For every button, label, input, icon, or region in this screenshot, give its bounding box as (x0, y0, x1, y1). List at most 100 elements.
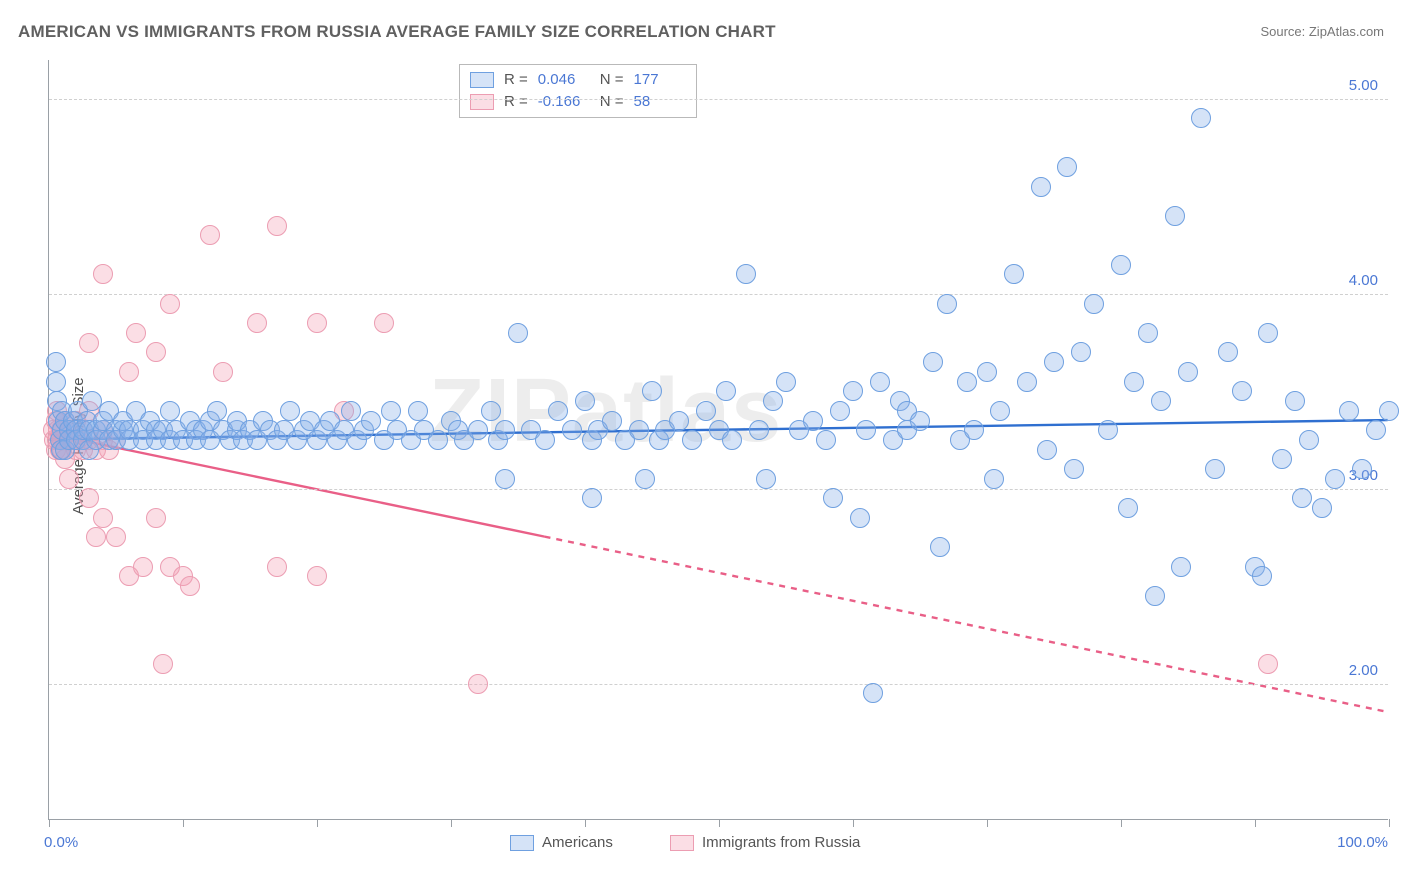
scatter-point-americans (1232, 381, 1252, 401)
scatter-point-russia (146, 342, 166, 362)
scatter-point-americans (408, 401, 428, 421)
scatter-point-americans (1071, 342, 1091, 362)
n-label: N = (600, 91, 624, 113)
scatter-point-americans (1191, 108, 1211, 128)
scatter-point-americans (863, 683, 883, 703)
scatter-point-russia (180, 576, 200, 596)
scatter-point-russia (119, 362, 139, 382)
scatter-point-americans (669, 411, 689, 431)
scatter-point-russia (307, 566, 327, 586)
swatch-americans (510, 835, 534, 851)
scatter-point-americans (548, 401, 568, 421)
scatter-point-americans (1272, 449, 1292, 469)
scatter-point-americans (1379, 401, 1399, 421)
r-value-russia: -0.166 (538, 91, 590, 113)
scatter-point-americans (1044, 352, 1064, 372)
scatter-point-americans (1064, 459, 1084, 479)
scatter-point-americans (722, 430, 742, 450)
scatter-point-russia (307, 313, 327, 333)
scatter-point-americans (964, 420, 984, 440)
scatter-point-russia (86, 527, 106, 547)
scatter-point-americans (535, 430, 555, 450)
scatter-point-americans (816, 430, 836, 450)
x-tick (1255, 819, 1256, 827)
scatter-point-americans (1084, 294, 1104, 314)
stats-legend: R =0.046N =177R =-0.166N =58 (459, 64, 697, 118)
n-value-americans: 177 (634, 69, 686, 91)
n-label: N = (600, 69, 624, 91)
scatter-point-russia (126, 323, 146, 343)
scatter-point-americans (361, 411, 381, 431)
scatter-point-americans (207, 401, 227, 421)
scatter-point-americans (803, 411, 823, 431)
scatter-point-americans (763, 391, 783, 411)
swatch-americans-icon (470, 72, 494, 88)
scatter-point-americans (1285, 391, 1305, 411)
scatter-point-americans (1165, 206, 1185, 226)
r-label: R = (504, 91, 528, 113)
scatter-point-americans (46, 352, 66, 372)
stats-legend-row-russia: R = -0.166 N = 58 (470, 91, 686, 113)
chart-title: AMERICAN VS IMMIGRANTS FROM RUSSIA AVERA… (18, 22, 776, 42)
x-tick (183, 819, 184, 827)
scatter-point-americans (468, 420, 488, 440)
scatter-point-russia (93, 508, 113, 528)
y-gridline (49, 294, 1388, 295)
scatter-point-americans (1218, 342, 1238, 362)
scatter-point-americans (682, 430, 702, 450)
scatter-point-russia (59, 469, 79, 489)
scatter-point-americans (984, 469, 1004, 489)
scatter-point-russia (374, 313, 394, 333)
y-gridline (49, 684, 1388, 685)
scatter-point-americans (856, 420, 876, 440)
scatter-point-americans (1171, 557, 1191, 577)
scatter-point-russia (93, 264, 113, 284)
scatter-point-americans (575, 391, 595, 411)
scatter-point-russia (267, 557, 287, 577)
x-tick (987, 819, 988, 827)
scatter-point-americans (1299, 430, 1319, 450)
scatter-point-americans (1124, 372, 1144, 392)
scatter-point-americans (1138, 323, 1158, 343)
scatter-point-americans (1366, 420, 1386, 440)
scatter-point-americans (930, 537, 950, 557)
x-axis-max-label: 100.0% (1337, 834, 1388, 851)
scatter-point-americans (1325, 469, 1345, 489)
scatter-point-russia (79, 333, 99, 353)
scatter-point-americans (1111, 255, 1131, 275)
scatter-point-americans (1098, 420, 1118, 440)
scatter-point-americans (923, 352, 943, 372)
scatter-point-americans (716, 381, 736, 401)
scatter-point-americans (937, 294, 957, 314)
x-tick (49, 819, 50, 827)
y-tick-label: 2.00 (1349, 662, 1378, 679)
scatter-point-russia (267, 216, 287, 236)
scatter-point-americans (642, 381, 662, 401)
scatter-point-americans (1151, 391, 1171, 411)
scatter-point-russia (1258, 654, 1278, 674)
scatter-point-americans (629, 420, 649, 440)
scatter-point-americans (495, 469, 515, 489)
scatter-point-americans (736, 264, 756, 284)
scatter-point-americans (850, 508, 870, 528)
scatter-point-americans (1178, 362, 1198, 382)
x-tick (853, 819, 854, 827)
stats-legend-row-americans: R =0.046N =177 (470, 69, 686, 91)
scatter-point-americans (830, 401, 850, 421)
chart-page: AMERICAN VS IMMIGRANTS FROM RUSSIA AVERA… (0, 0, 1406, 892)
source-label: Source: ZipAtlas.com (1260, 24, 1384, 39)
label-americans: Americans (542, 834, 613, 851)
scatter-point-americans (977, 362, 997, 382)
x-tick (1121, 819, 1122, 827)
n-value-russia: 58 (634, 91, 686, 113)
scatter-point-americans (582, 488, 602, 508)
scatter-point-americans (481, 401, 501, 421)
scatter-point-americans (160, 401, 180, 421)
scatter-point-americans (910, 411, 930, 431)
scatter-point-americans (1252, 566, 1272, 586)
scatter-point-americans (562, 420, 582, 440)
scatter-point-russia (153, 654, 173, 674)
scatter-point-americans (843, 381, 863, 401)
swatch-russia-icon (470, 94, 494, 110)
scatter-point-russia (468, 674, 488, 694)
